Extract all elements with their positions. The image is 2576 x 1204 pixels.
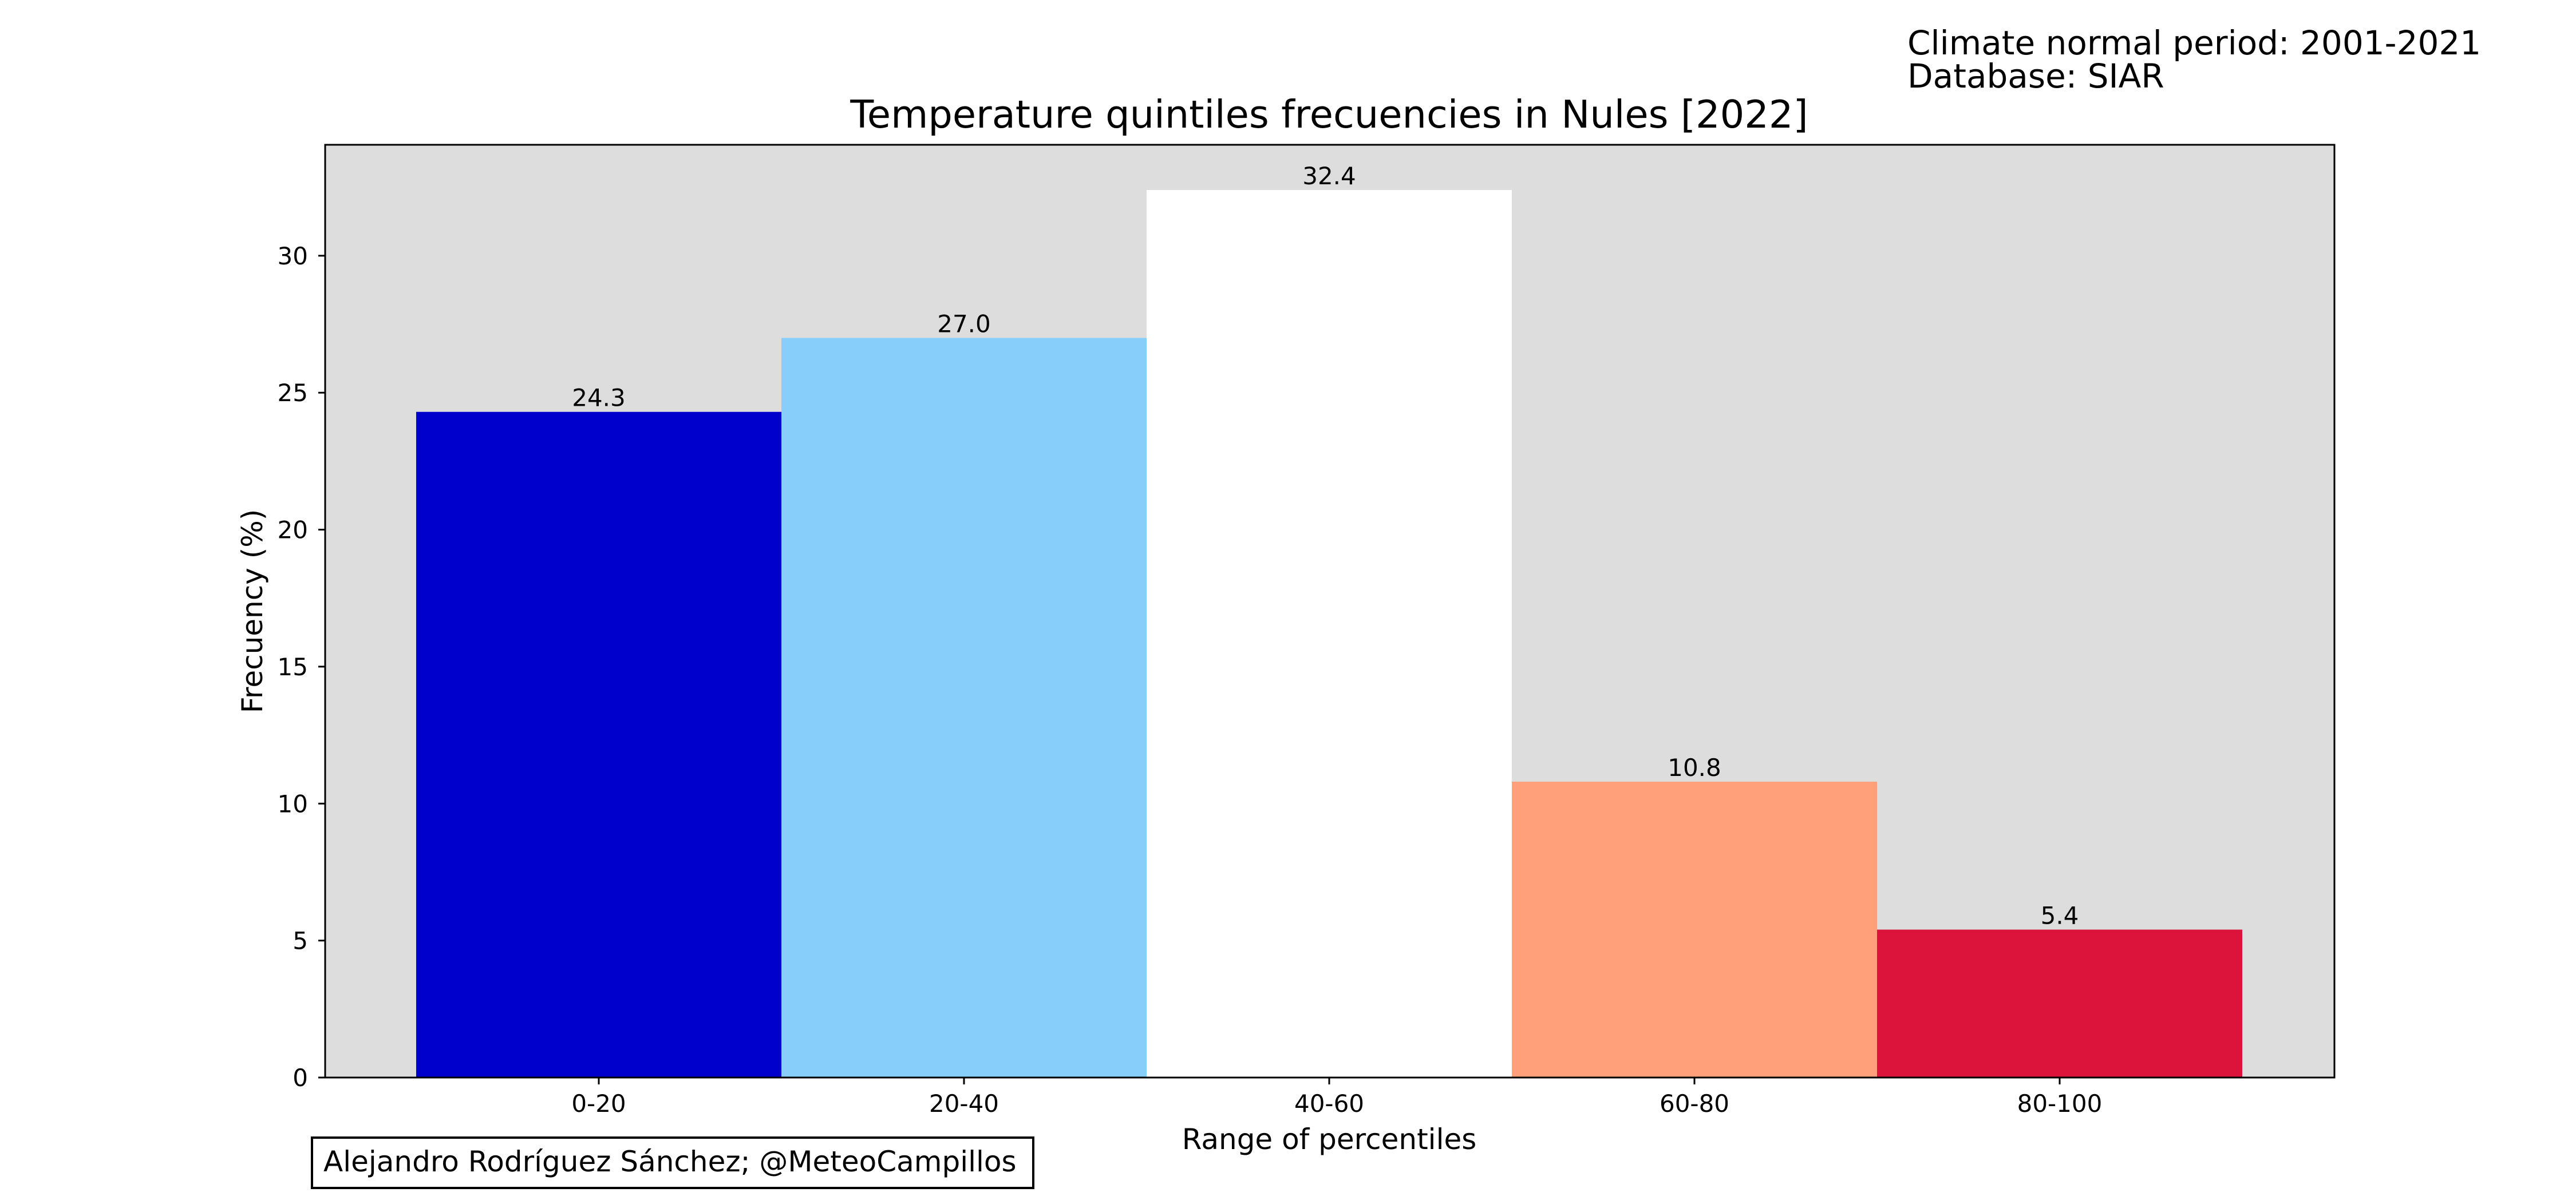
y-tick-label: 20 [278, 516, 308, 544]
x-tick-label: 80-100 [2017, 1090, 2103, 1118]
y-tick-label: 5 [293, 927, 308, 955]
x-axis: 0-20 20-40 40-60 60-80 80-100 [571, 1078, 2102, 1118]
bar-20-40 [781, 338, 1147, 1078]
database-text: Database: SIAR [1907, 57, 2164, 96]
bar-value-label: 24.3 [572, 384, 626, 412]
y-tick-label: 10 [278, 790, 308, 818]
x-axis-label: Range of percentiles [1182, 1123, 1477, 1156]
bars [416, 189, 2242, 1078]
bar-value-label: 5.4 [2041, 901, 2079, 929]
y-axis-label: Frecuency (%) [236, 509, 269, 713]
bar-0-20 [416, 411, 781, 1078]
bar-40-60 [1147, 189, 1512, 1078]
bar-60-80 [1512, 781, 1877, 1078]
bar-80-100 [1877, 929, 2242, 1078]
bar-value-labels: 24.3 27.0 32.4 10.8 5.4 [572, 162, 2079, 930]
y-tick-label: 25 [278, 379, 308, 407]
bar-value-label: 10.8 [1668, 754, 1721, 782]
y-tick-label: 30 [278, 242, 308, 270]
bar-value-label: 32.4 [1302, 162, 1356, 190]
credit-box [311, 1136, 1034, 1189]
x-tick-label: 20-40 [929, 1090, 999, 1118]
bar-value-label: 27.0 [937, 310, 991, 338]
y-tick-label: 0 [293, 1064, 308, 1092]
chart-title: Temperature quintiles frecuencies in Nul… [850, 92, 1808, 137]
x-tick-label: 0-20 [571, 1090, 626, 1118]
y-axis: 0 5 10 15 20 25 30 [278, 242, 325, 1092]
x-tick-label: 40-60 [1294, 1090, 1364, 1118]
y-tick-label: 15 [278, 653, 308, 681]
author-credit: Alejandro Rodríguez Sánchez; @MeteoCampi… [323, 1145, 1017, 1178]
climate-period-text: Climate normal period: 2001-2021 [1907, 23, 2481, 62]
x-tick-label: 60-80 [1660, 1090, 1729, 1118]
